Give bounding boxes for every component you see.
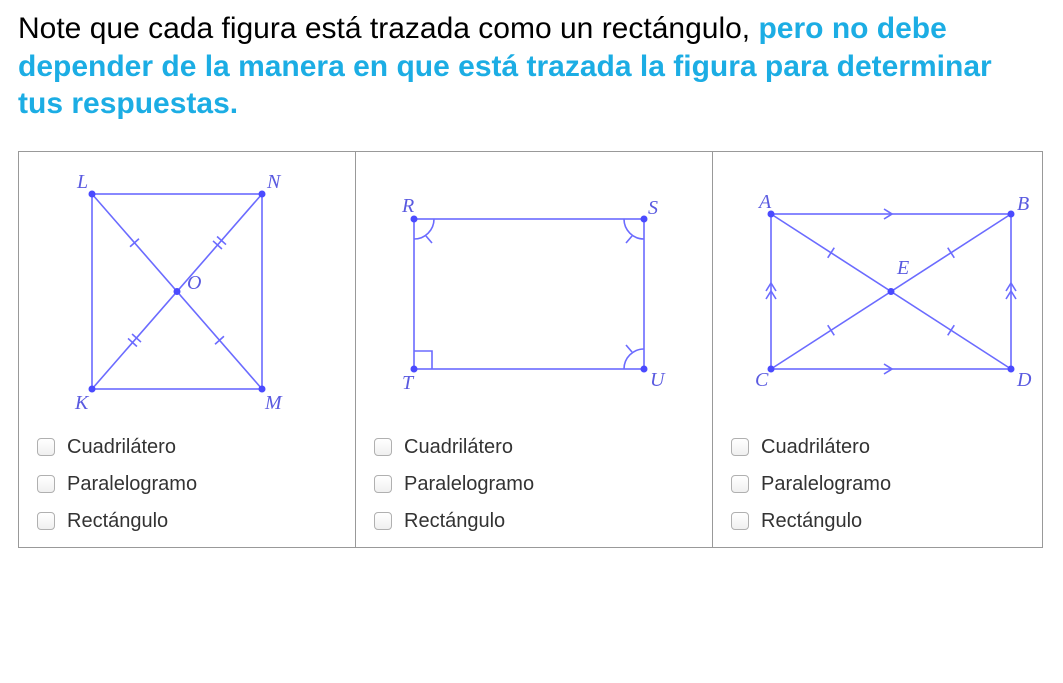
option-label: Rectángulo: [404, 510, 505, 533]
option-label: Cuadrilátero: [404, 436, 513, 459]
option-label: Rectángulo: [761, 510, 862, 533]
svg-text:B: B: [1017, 193, 1029, 215]
option-row[interactable]: Paralelogramo: [37, 473, 337, 496]
options-1: Cuadrilátero Paralelogramo Rectángulo: [37, 436, 337, 533]
svg-text:A: A: [757, 191, 772, 213]
checkbox-icon[interactable]: [731, 512, 749, 530]
svg-text:K: K: [74, 392, 90, 414]
svg-text:C: C: [755, 369, 769, 391]
option-label: Cuadrilátero: [67, 436, 176, 459]
figure-grid: L N K M O Cuadrilátero Paralelogramo Rec…: [18, 151, 1043, 548]
figure-2: R S T U: [374, 164, 694, 424]
option-label: Cuadrilátero: [761, 436, 870, 459]
cell-3: A B C D E Cuadrilátero Paralelogramo Rec…: [713, 152, 1063, 547]
option-row[interactable]: Cuadrilátero: [731, 436, 1051, 459]
cell-2: R S T U Cuadrilátero Paralelogramo Rectá…: [356, 152, 713, 547]
checkbox-icon[interactable]: [37, 512, 55, 530]
instruction-part-1: Note que cada figura está trazada como u…: [18, 12, 758, 45]
svg-text:T: T: [402, 372, 415, 394]
cell-1: L N K M O Cuadrilátero Paralelogramo Rec…: [19, 152, 356, 547]
svg-text:S: S: [648, 197, 658, 219]
svg-text:E: E: [896, 257, 909, 279]
svg-text:M: M: [264, 392, 283, 414]
checkbox-icon[interactable]: [731, 438, 749, 456]
option-label: Paralelogramo: [404, 473, 534, 496]
option-row[interactable]: Cuadrilátero: [374, 436, 694, 459]
option-row[interactable]: Paralelogramo: [731, 473, 1051, 496]
option-label: Paralelogramo: [67, 473, 197, 496]
svg-text:L: L: [76, 171, 88, 193]
figure-1: L N K M O: [37, 164, 337, 424]
svg-text:N: N: [266, 171, 282, 193]
checkbox-icon[interactable]: [37, 438, 55, 456]
option-row[interactable]: Rectángulo: [731, 510, 1051, 533]
instruction-text: Note que cada figura está trazada como u…: [18, 10, 1045, 123]
options-2: Cuadrilátero Paralelogramo Rectángulo: [374, 436, 694, 533]
svg-text:U: U: [650, 369, 666, 391]
option-row[interactable]: Rectángulo: [374, 510, 694, 533]
checkbox-icon[interactable]: [731, 475, 749, 493]
svg-text:R: R: [401, 195, 414, 217]
options-3: Cuadrilátero Paralelogramo Rectángulo: [731, 436, 1051, 533]
option-row[interactable]: Cuadrilátero: [37, 436, 337, 459]
svg-text:D: D: [1016, 369, 1032, 391]
figure-3: A B C D E: [731, 164, 1051, 424]
option-row[interactable]: Rectángulo: [37, 510, 337, 533]
checkbox-icon[interactable]: [374, 438, 392, 456]
checkbox-icon[interactable]: [374, 512, 392, 530]
option-label: Paralelogramo: [761, 473, 891, 496]
checkbox-icon[interactable]: [37, 475, 55, 493]
option-label: Rectángulo: [67, 510, 168, 533]
svg-text:O: O: [187, 272, 201, 294]
checkbox-icon[interactable]: [374, 475, 392, 493]
option-row[interactable]: Paralelogramo: [374, 473, 694, 496]
